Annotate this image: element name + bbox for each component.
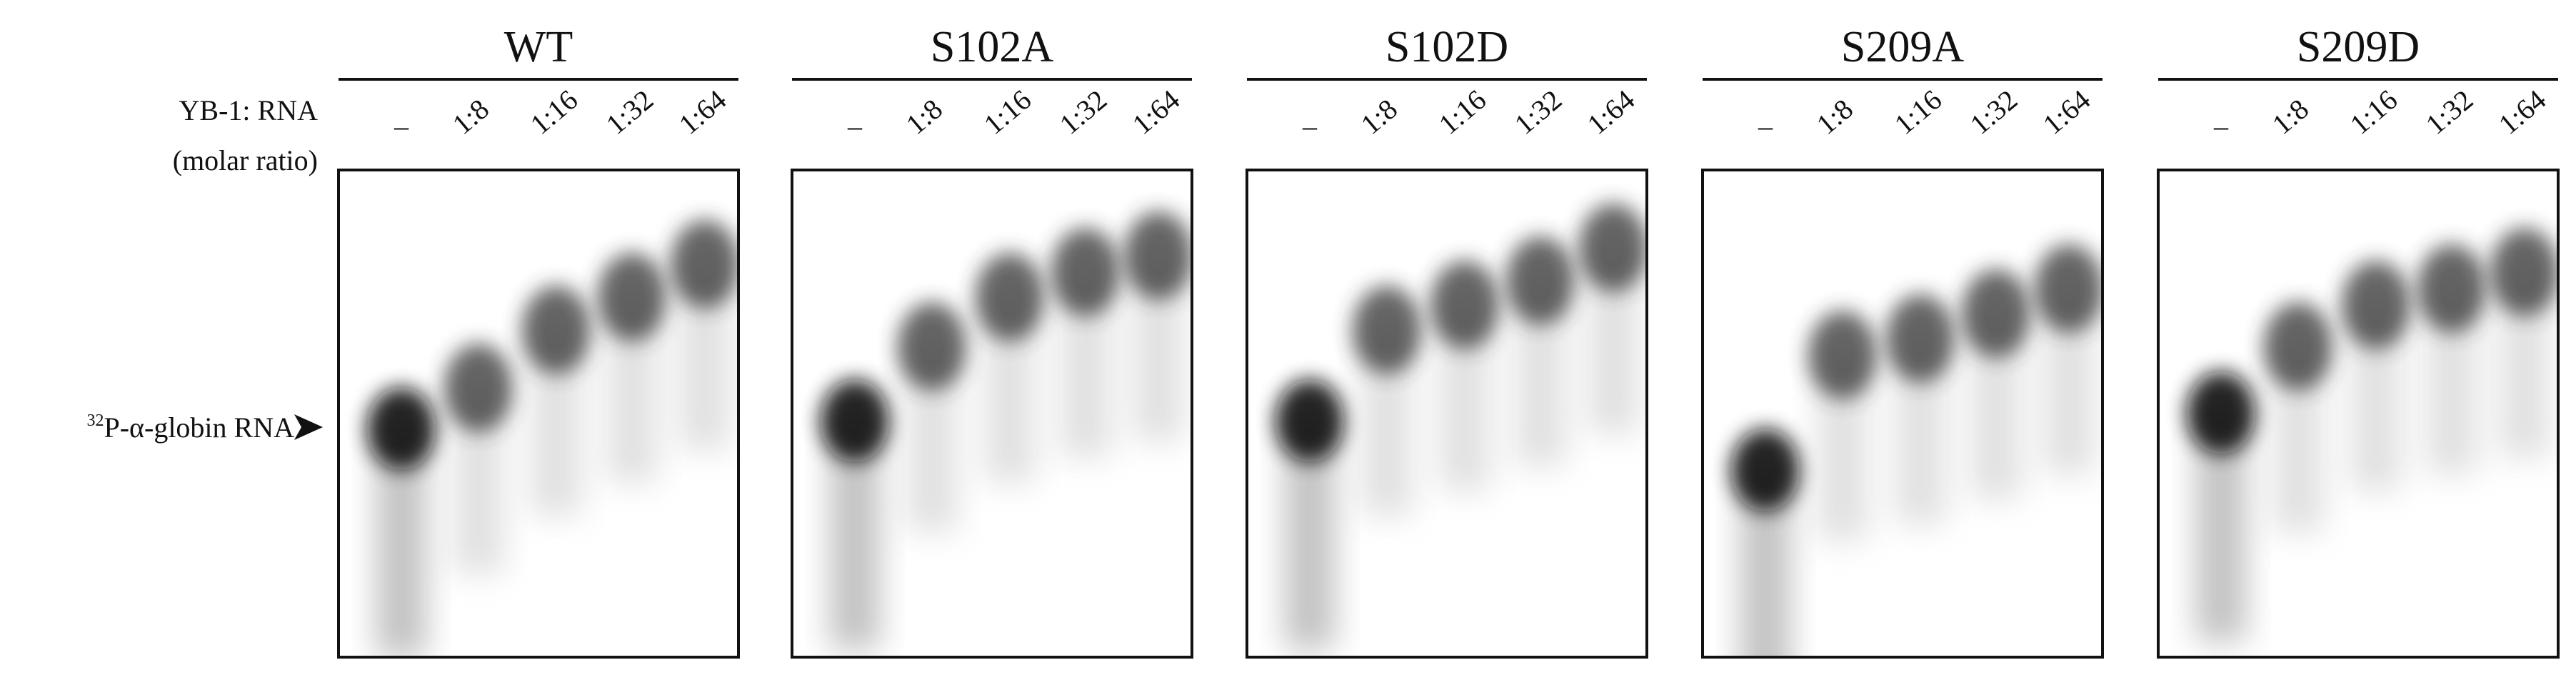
panel-title: S102A bbox=[931, 23, 1053, 71]
marker-isotope: 32 bbox=[86, 411, 104, 430]
panel-title: S209D bbox=[2297, 23, 2420, 71]
lane-label: – bbox=[847, 110, 863, 142]
lane-label: 1:16 bbox=[1888, 84, 1948, 141]
gel bbox=[337, 169, 740, 659]
gel-band bbox=[1276, 379, 1344, 462]
ratio-label: YB-1: RNA bbox=[179, 94, 319, 126]
gel-frame bbox=[791, 169, 1193, 659]
gel-band bbox=[671, 220, 738, 309]
gel-band bbox=[976, 253, 1044, 341]
gel-band bbox=[522, 286, 591, 374]
gel-bands bbox=[1731, 244, 2103, 657]
gel-band bbox=[1506, 236, 1575, 325]
lane-label: 1:8 bbox=[900, 93, 948, 141]
gel-band bbox=[1962, 269, 2030, 358]
lane-label: 1:8 bbox=[2266, 93, 2315, 141]
lane-label: – bbox=[394, 110, 409, 142]
gel-band bbox=[2264, 302, 2332, 391]
panel-title: WT bbox=[504, 23, 573, 71]
lane-label: – bbox=[1302, 110, 1318, 142]
lane-label: – bbox=[1758, 110, 1773, 142]
marker-label: 32P-α-globin RNA bbox=[86, 411, 294, 444]
gel-band bbox=[2417, 244, 2486, 333]
lane-label: 1:16 bbox=[524, 84, 583, 141]
lane-label: 1:64 bbox=[1126, 84, 1186, 141]
lane-label: 1:32 bbox=[2420, 84, 2479, 141]
gel-bands bbox=[367, 220, 738, 657]
gel-frame bbox=[2157, 169, 2560, 659]
gel-band bbox=[1353, 286, 1421, 374]
gel-frame bbox=[1246, 169, 1648, 659]
gel-band bbox=[898, 302, 966, 391]
lane-label: – bbox=[2213, 110, 2229, 142]
gel-frame bbox=[337, 169, 740, 659]
gel-band bbox=[1886, 294, 1955, 383]
gel-band bbox=[444, 344, 513, 432]
gel-band bbox=[1430, 261, 1499, 349]
gel-band bbox=[2187, 371, 2255, 454]
lane-label: 1:16 bbox=[2344, 84, 2403, 141]
lane-label: 1:8 bbox=[1810, 93, 1859, 141]
lane-label: 1:32 bbox=[1508, 84, 1568, 141]
gel bbox=[1246, 169, 1648, 659]
lane-label: 1:64 bbox=[2492, 84, 2552, 141]
gel bbox=[2157, 169, 2560, 659]
gel-band bbox=[2035, 244, 2103, 333]
marker-arrow bbox=[294, 414, 323, 440]
gel-bands bbox=[821, 211, 1192, 649]
panel-title: S102D bbox=[1385, 23, 1508, 71]
lane-label: 1:32 bbox=[1053, 84, 1113, 141]
gel-bands bbox=[1276, 204, 1647, 649]
lane-label: 1:64 bbox=[673, 84, 732, 141]
lane-label: 1:32 bbox=[600, 84, 659, 141]
gel-band bbox=[1124, 211, 1192, 300]
gel bbox=[791, 169, 1193, 659]
gel-bands bbox=[2187, 228, 2558, 641]
gel-band bbox=[1579, 204, 1647, 292]
lane-label: 1:8 bbox=[446, 93, 495, 141]
lane-label: 1:64 bbox=[2037, 84, 2096, 141]
gel-frame bbox=[1701, 169, 2104, 659]
gel-band bbox=[1808, 311, 1877, 399]
panel-title: S209A bbox=[1841, 23, 1964, 71]
lane-label: 1:8 bbox=[1355, 93, 1403, 141]
gel-band bbox=[2342, 261, 2410, 349]
lane-label: 1:32 bbox=[1964, 84, 2023, 141]
gel-band bbox=[2490, 228, 2558, 316]
lane-label: 1:16 bbox=[978, 84, 1037, 141]
gel-band bbox=[598, 253, 666, 341]
marker-probe: P-α-globin RNA bbox=[104, 411, 294, 444]
lane-label: 1:64 bbox=[1581, 84, 1640, 141]
gel-band bbox=[367, 387, 436, 470]
ratio-unit: (molar ratio) bbox=[173, 144, 318, 176]
gel-band bbox=[821, 379, 889, 462]
gel-band bbox=[1731, 429, 1800, 511]
gel-band bbox=[1051, 228, 1120, 316]
gel bbox=[1701, 169, 2104, 659]
lane-label: 1:16 bbox=[1433, 84, 1492, 141]
